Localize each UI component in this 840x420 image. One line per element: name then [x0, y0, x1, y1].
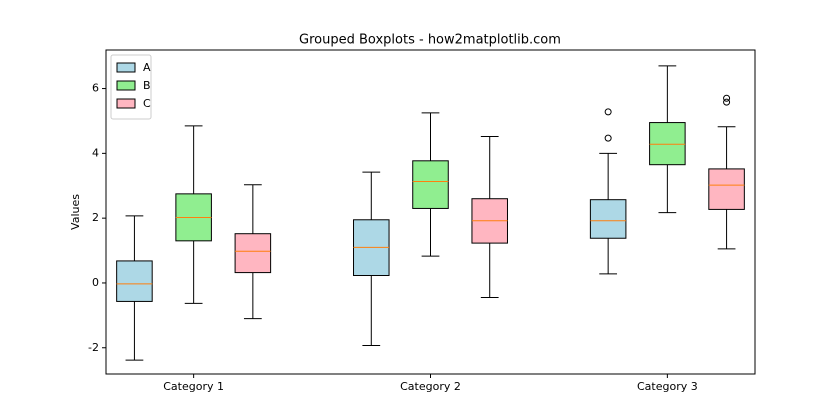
- x-tick-label: Category 3: [637, 380, 698, 393]
- box: [649, 122, 686, 166]
- box: [234, 233, 272, 274]
- outlier: [604, 108, 612, 116]
- outlier: [723, 94, 731, 102]
- legend-swatch: [116, 98, 136, 109]
- box: [116, 260, 153, 302]
- chart-title: Grouped Boxplots - how2matplotlib.com: [299, 33, 561, 48]
- plot-frame: [105, 49, 756, 375]
- box: [412, 160, 449, 209]
- x-tick-label: Category 1: [163, 380, 224, 393]
- outlier: [604, 134, 612, 142]
- legend-label: B: [143, 79, 151, 92]
- box: [589, 199, 627, 239]
- outlier: [723, 98, 731, 106]
- y-tick-label: 6: [92, 82, 99, 95]
- legend-swatch: [116, 80, 136, 91]
- y-tick-label: 2: [92, 211, 99, 224]
- legend-label: A: [143, 61, 151, 74]
- y-axis-label: Values: [69, 194, 82, 230]
- legend-label: C: [143, 97, 151, 110]
- y-tick-label: 4: [92, 146, 99, 159]
- legend-swatch: [116, 62, 136, 73]
- y-tick-label: -2: [88, 341, 99, 354]
- x-tick-label: Category 2: [400, 380, 461, 393]
- box: [708, 168, 745, 210]
- y-tick-label: 0: [92, 276, 99, 289]
